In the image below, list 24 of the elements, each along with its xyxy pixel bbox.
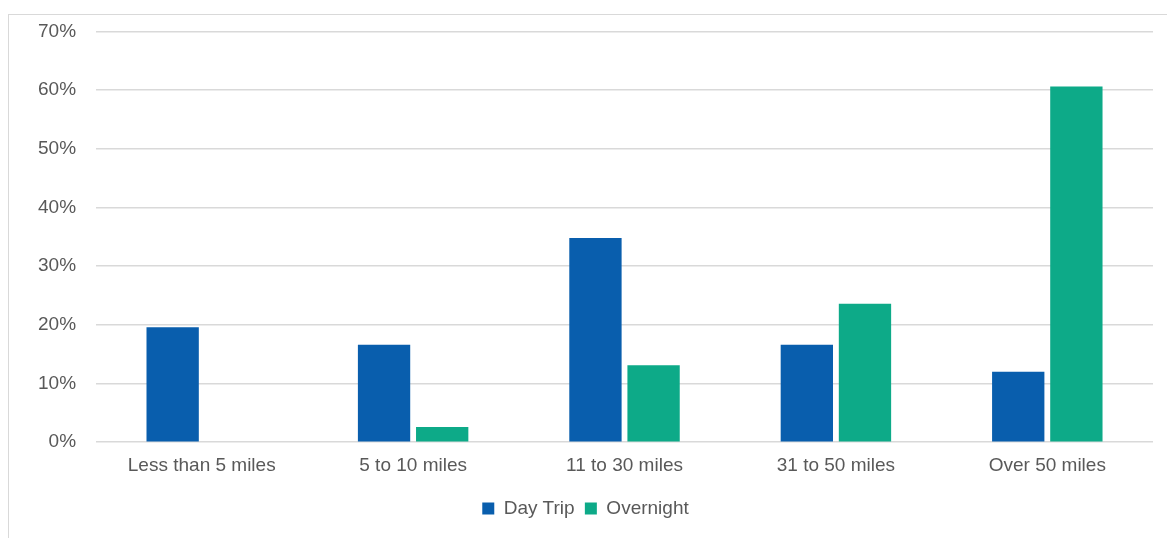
y-tick-label: 60%: [38, 78, 77, 100]
x-tick-label: 31 to 50 miles: [776, 453, 896, 475]
bar: [357, 344, 411, 442]
y-tick-label: 50%: [38, 137, 77, 159]
bar: [146, 327, 199, 442]
y-tick-label: 30%: [38, 254, 77, 276]
bar: [780, 344, 833, 442]
bar: [838, 303, 892, 442]
y-tick-label: 40%: [38, 195, 77, 217]
bar: [627, 365, 680, 442]
bar: [1050, 86, 1103, 442]
x-tick-label: 5 to 10 miles: [359, 453, 467, 475]
bar: [416, 426, 469, 442]
y-tick-label: 0%: [48, 430, 77, 452]
x-tick-label: Over 50 miles: [988, 453, 1106, 475]
y-tick-label: 10%: [38, 371, 77, 393]
bar: [992, 371, 1045, 442]
x-tick-label: 11 to 30 miles: [566, 453, 683, 475]
y-tick-label: 70%: [38, 19, 77, 41]
y-tick-label: 20%: [38, 313, 77, 335]
x-tick-label: Less than 5 miles: [127, 453, 276, 475]
legend-label: Day Trip: [503, 496, 575, 518]
legend-label: Overnight: [606, 496, 690, 518]
bar: [569, 237, 622, 442]
